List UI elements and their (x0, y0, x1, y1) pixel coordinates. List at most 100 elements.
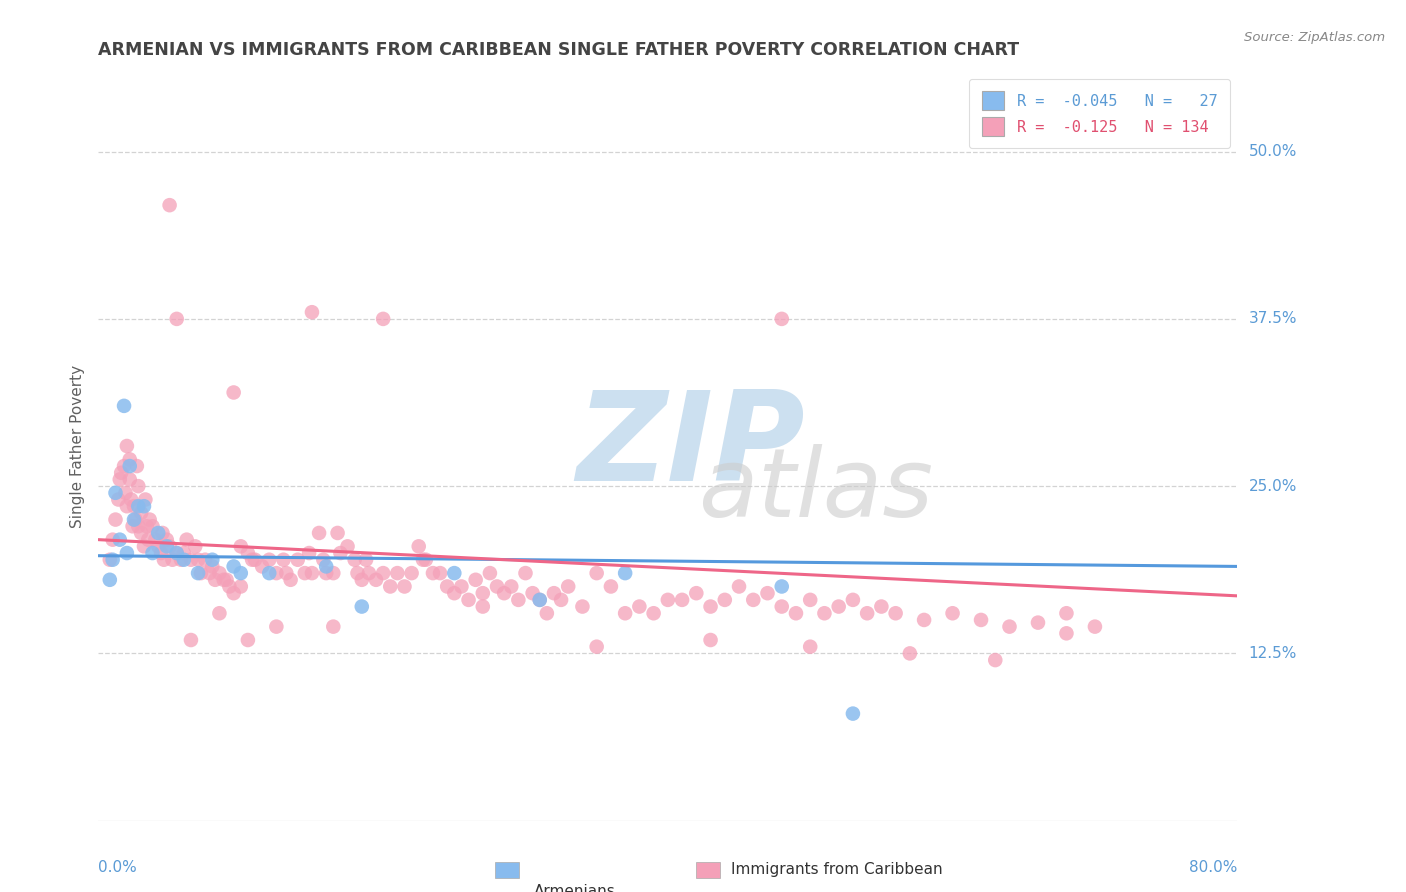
Point (478, 566, 501, 581)
Point (614, 607, 637, 621)
Point (312, 553, 335, 567)
Point (298, 546, 321, 560)
Text: 50.0%: 50.0% (1249, 145, 1296, 159)
Text: Source: ZipAtlas.com: Source: ZipAtlas.com (1244, 31, 1385, 45)
Point (1026, 615, 1049, 630)
Point (436, 580, 458, 594)
Text: 37.5%: 37.5% (1249, 311, 1296, 326)
Point (600, 580, 623, 594)
Point (315, 566, 337, 581)
Point (884, 607, 907, 621)
Point (557, 580, 579, 594)
Point (770, 599, 793, 614)
Point (208, 607, 231, 621)
Point (457, 593, 479, 607)
Point (387, 566, 409, 581)
Point (486, 580, 509, 594)
Point (380, 580, 402, 594)
Point (984, 653, 1007, 667)
Point (742, 593, 765, 607)
Point (322, 566, 344, 581)
Point (152, 526, 174, 541)
Point (156, 539, 179, 553)
Point (429, 566, 451, 581)
Point (585, 566, 607, 581)
Point (326, 526, 349, 541)
Point (643, 607, 665, 621)
Point (222, 385, 245, 400)
Text: 0.0%: 0.0% (98, 860, 138, 874)
Point (280, 573, 302, 587)
Point (166, 546, 188, 560)
Text: atlas: atlas (699, 444, 934, 538)
Point (785, 607, 807, 621)
Point (828, 599, 851, 614)
Point (115, 546, 138, 560)
Point (222, 586, 245, 600)
Point (122, 513, 145, 527)
Text: Immigrants from Caribbean: Immigrants from Caribbean (731, 863, 943, 877)
Point (671, 593, 693, 607)
Point (898, 646, 921, 660)
Point (110, 466, 132, 480)
Point (471, 599, 494, 614)
Point (141, 546, 163, 560)
Point (628, 599, 651, 614)
Point (118, 452, 141, 467)
Point (842, 593, 865, 607)
Point (276, 566, 298, 581)
Point (970, 613, 993, 627)
Point (204, 573, 226, 587)
Point (166, 546, 188, 560)
Point (373, 312, 395, 326)
Point (98, 573, 121, 587)
Point (215, 573, 238, 587)
Point (159, 198, 181, 212)
Text: ZIP: ZIP (576, 385, 806, 507)
Point (394, 580, 416, 594)
Point (501, 580, 523, 594)
Point (250, 559, 273, 574)
Point (813, 607, 835, 621)
Point (107, 492, 129, 507)
Point (322, 620, 344, 634)
Point (166, 312, 188, 326)
Point (464, 573, 486, 587)
Point (127, 479, 149, 493)
Point (515, 566, 537, 581)
Point (180, 553, 202, 567)
Point (728, 580, 751, 594)
Point (129, 506, 152, 520)
Point (127, 500, 149, 514)
Point (301, 305, 323, 319)
Point (408, 539, 430, 553)
Point (685, 586, 707, 600)
Point (132, 539, 155, 553)
Point (124, 513, 146, 527)
Point (494, 586, 516, 600)
Point (135, 519, 157, 533)
Point (236, 633, 259, 648)
Point (243, 553, 266, 567)
Point (148, 526, 170, 541)
Point (118, 473, 141, 487)
Point (240, 553, 263, 567)
Point (350, 599, 373, 614)
Point (422, 566, 444, 581)
Point (373, 566, 395, 581)
Point (134, 492, 156, 507)
Point (236, 546, 259, 560)
Legend: R =  -0.045   N =   27, R =  -0.125   N = 134: R = -0.045 N = 27, R = -0.125 N = 134 (969, 79, 1230, 148)
Point (522, 586, 544, 600)
Point (162, 553, 184, 567)
Point (187, 553, 209, 567)
Point (585, 640, 607, 654)
Point (343, 553, 366, 567)
Point (354, 553, 377, 567)
Point (508, 593, 530, 607)
Point (870, 599, 893, 614)
Point (229, 539, 252, 553)
Point (714, 593, 737, 607)
Point (229, 580, 252, 594)
Point (543, 586, 565, 600)
